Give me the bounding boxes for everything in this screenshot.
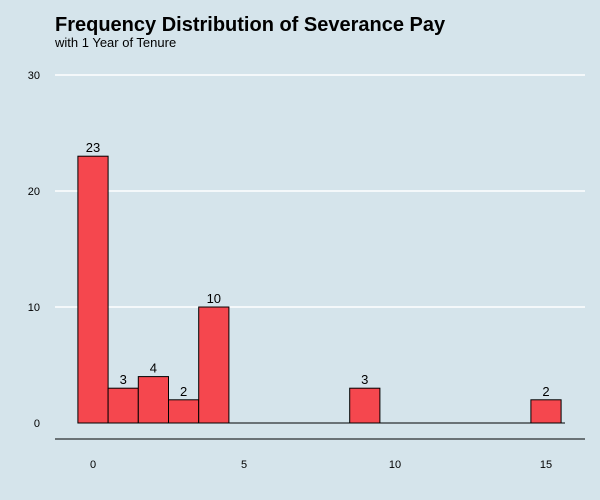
bar-value-label: 3 — [120, 372, 127, 387]
x-tick-label: 0 — [90, 459, 96, 471]
bar-value-label: 23 — [86, 140, 100, 155]
y-tick-label: 20 — [28, 186, 40, 198]
x-tick-label: 10 — [389, 459, 401, 471]
histogram-bar — [107, 387, 139, 424]
histogram-bar — [77, 155, 109, 424]
histogram-bar — [530, 399, 562, 424]
histogram-bar — [137, 376, 170, 424]
histogram-bar — [349, 387, 381, 424]
bar-value-label: 4 — [150, 361, 157, 376]
y-tick-label: 30 — [28, 70, 40, 82]
chart-subtitle: with 1 Year of Tenure — [55, 35, 177, 50]
x-tick-label: 15 — [540, 459, 552, 471]
x-tick-label: 5 — [241, 459, 247, 471]
chart-title: Frequency Distribution of Severance Pay — [55, 14, 446, 36]
histogram-bar — [168, 399, 200, 424]
bar-value-label: 10 — [207, 291, 221, 306]
bar-value-label: 3 — [361, 372, 368, 387]
bar-value-label: 2 — [542, 384, 549, 399]
y-tick-label: 10 — [28, 302, 40, 314]
histogram-bar — [198, 306, 230, 424]
y-tick-label: 0 — [34, 418, 40, 430]
bar-value-label: 2 — [180, 384, 187, 399]
